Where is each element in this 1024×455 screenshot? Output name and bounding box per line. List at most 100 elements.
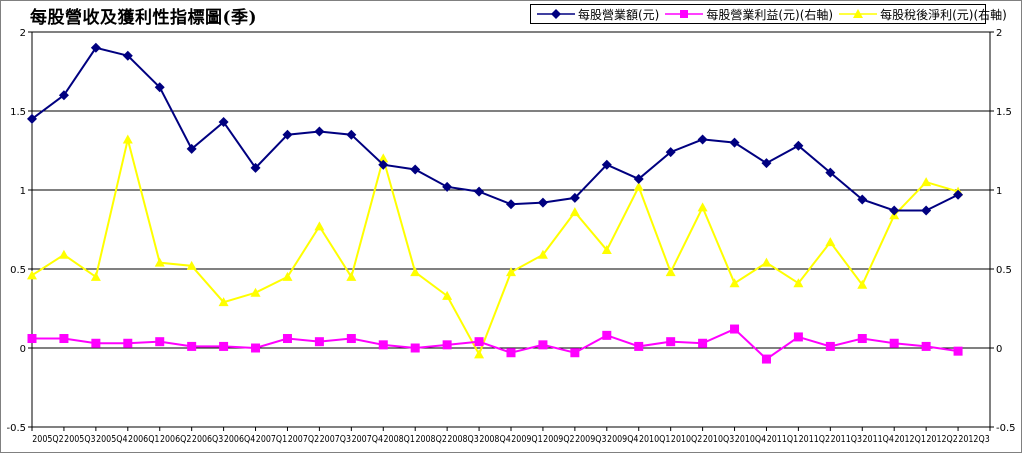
data-point-net-income (58, 249, 69, 259)
data-point-operating-income (602, 330, 612, 340)
data-point-net-income (154, 257, 165, 267)
data-point-operating-income (251, 343, 261, 353)
x-tick-label: 2009Q3 (575, 434, 606, 445)
data-point-net-income (761, 257, 772, 267)
x-tick-label: 2006Q1 (128, 434, 159, 445)
x-tick-label: 2006Q3 (192, 434, 223, 445)
data-point-operating-income (761, 354, 771, 364)
data-point-operating-income (825, 341, 835, 351)
legend-item-revenue: 每股營業額(元) (537, 6, 659, 23)
legend-label-revenue: 每股營業額(元) (578, 7, 660, 22)
data-point-revenue (506, 199, 516, 210)
data-point-net-income (729, 278, 740, 288)
y2-tick-label: -0.5 (996, 423, 1016, 434)
series-line-diamond (31, 46, 959, 212)
x-tick-label: 2008Q3 (447, 434, 478, 445)
x-tick-label: 2007Q3 (320, 434, 351, 445)
data-point-operating-income (474, 337, 484, 347)
data-point-revenue (921, 205, 932, 216)
data-point-net-income (474, 349, 485, 359)
data-point-revenue (186, 143, 197, 154)
x-tick-label: 2005Q2 (32, 434, 63, 445)
data-point-operating-income (155, 337, 165, 347)
x-tick-label: 2007Q4 (352, 434, 384, 445)
legend-marker-triangle-icon (839, 9, 878, 18)
legend-label-net-income: 每股稅後淨利(元)(右軸) (880, 7, 1007, 22)
data-point-operating-income (123, 338, 133, 348)
x-tick-label: 2011Q1 (767, 434, 798, 445)
data-point-revenue (761, 158, 772, 169)
x-tick-label: 2005Q4 (96, 434, 128, 445)
data-point-operating-income (442, 340, 452, 350)
y-tick-label: 1 (20, 186, 26, 197)
data-point-operating-income (953, 346, 963, 356)
x-tick-label: 2009Q4 (607, 434, 639, 445)
y2-tick-label: 1.5 (996, 107, 1012, 118)
data-point-revenue (857, 194, 868, 205)
data-point-operating-income (666, 337, 676, 347)
data-point-net-income (346, 271, 357, 281)
data-point-revenue (250, 162, 261, 173)
data-point-operating-income (410, 343, 420, 353)
plot-area (31, 31, 991, 428)
data-point-net-income (122, 134, 133, 144)
data-point-operating-income (634, 341, 644, 351)
data-point-net-income (410, 267, 421, 277)
data-point-operating-income (314, 337, 324, 347)
data-point-revenue (601, 159, 612, 170)
x-tick-label: 2009Q1 (511, 434, 542, 445)
data-point-net-income (218, 297, 229, 307)
data-point-operating-income (698, 338, 708, 348)
x-tick-label: 2011Q2 (799, 434, 830, 445)
y2-tick-label: 0.5 (996, 265, 1012, 276)
data-point-revenue (58, 90, 69, 101)
y-tick-label: 2 (20, 28, 26, 39)
data-point-operating-income (889, 338, 899, 348)
data-point-revenue (410, 164, 421, 175)
legend-marker-square-icon (665, 10, 704, 18)
data-point-revenue (122, 50, 133, 61)
data-point-net-income (857, 279, 868, 289)
data-point-net-income (442, 290, 453, 300)
data-point-operating-income (187, 341, 197, 351)
x-tick-label: 2012Q3 (958, 434, 989, 445)
data-point-net-income (90, 271, 101, 281)
x-tick-label: 2009Q2 (543, 434, 574, 445)
data-point-net-income (314, 221, 325, 231)
data-point-revenue (537, 197, 548, 208)
data-point-revenue (729, 137, 740, 148)
data-point-operating-income (346, 334, 356, 344)
data-point-revenue (282, 129, 293, 140)
data-point-net-income (921, 177, 932, 187)
data-point-net-income (378, 153, 389, 163)
data-point-revenue (953, 189, 964, 200)
data-point-operating-income (570, 348, 580, 358)
legend: 每股營業額(元) 每股營業利益(元)(右軸) 每股稅後淨利(元)(右軸) (530, 4, 1007, 24)
data-point-operating-income (538, 340, 548, 350)
data-point-operating-income (793, 332, 803, 342)
data-point-revenue (378, 159, 389, 170)
data-point-revenue (90, 42, 101, 53)
y2-tick-label: 2 (996, 28, 1002, 39)
legend-label-operating-income: 每股營業利益(元)(右軸) (706, 7, 834, 22)
y-tick-label: 1.5 (10, 107, 26, 118)
data-point-revenue (569, 192, 580, 203)
data-point-net-income (537, 249, 548, 259)
data-point-operating-income (282, 334, 292, 344)
x-tick-label: 2012Q2 (926, 434, 957, 445)
x-tick-label: 2007Q1 (256, 434, 287, 445)
data-point-operating-income (378, 340, 388, 350)
data-point-operating-income (59, 334, 69, 344)
x-tick-label: 2007Q2 (288, 434, 319, 445)
data-point-operating-income (506, 348, 516, 358)
data-point-operating-income (91, 338, 101, 348)
data-point-revenue (346, 129, 357, 140)
y-tick-label: -0.5 (6, 423, 26, 434)
x-tick-label: 2008Q4 (479, 434, 511, 445)
x-tick-label: 2006Q4 (224, 434, 256, 445)
x-tick-label: 2011Q3 (831, 434, 862, 445)
x-tick-label: 2012Q1 (894, 434, 925, 445)
y-tick-label: 0 (20, 344, 26, 355)
